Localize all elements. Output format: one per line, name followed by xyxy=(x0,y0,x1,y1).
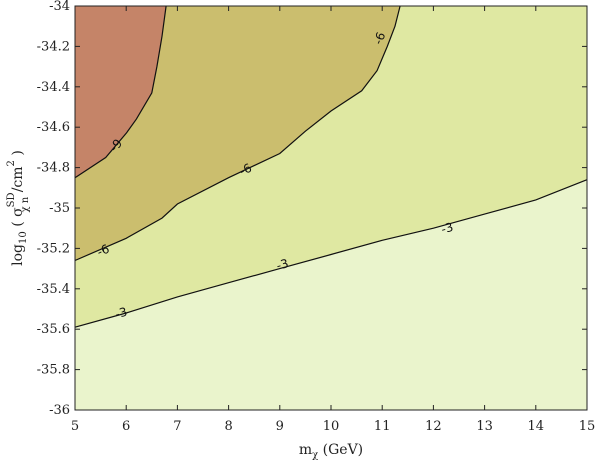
contour-label-group: -3 xyxy=(440,220,455,237)
contour-label: -3 xyxy=(440,220,455,237)
contour-line xyxy=(74,5,401,262)
contour-label-group: -9 xyxy=(107,136,125,154)
y-axis-label-sub2: χ n xyxy=(20,196,31,212)
contour-label-group: -6 xyxy=(237,161,254,179)
x-tick-label: 8 xyxy=(224,419,232,434)
y-axis-ticks: -34 -34.2 -34.4 -34.6 -34.8 -35 -35.2 -35.4 -35.… xyxy=(37,0,587,418)
y-tick-label: -34.6 xyxy=(37,120,70,135)
y-axis-label-pre: log xyxy=(10,244,26,266)
x-tick-label: 5 xyxy=(71,419,79,434)
x-tick-label: 14 xyxy=(528,419,545,434)
x-tick-label: 12 xyxy=(425,419,442,434)
x-axis-label-sub: χ xyxy=(312,450,318,461)
contour-line xyxy=(74,179,588,328)
contour-label-group: -6 xyxy=(371,30,389,46)
x-tick-label: 9 xyxy=(276,419,284,434)
y-tick-label: -35.8 xyxy=(37,363,70,378)
y-tick-label: -34 xyxy=(49,0,70,14)
y-axis-label: log10 ( σSD χ n /cm2 ) xyxy=(6,150,31,266)
x-tick-label: 10 xyxy=(323,419,340,434)
y-axis-label-sup: SD xyxy=(6,192,17,207)
contour-label: -3 xyxy=(275,256,290,273)
contour-label-group: -3 xyxy=(113,305,128,322)
contour-label: -6 xyxy=(371,30,389,46)
contour-lines xyxy=(74,5,588,328)
y-tick-label: -35.4 xyxy=(37,282,70,297)
x-axis-label: mχ (GeV) xyxy=(299,442,363,461)
y-axis-label-mid: ( σ xyxy=(10,207,26,231)
x-tick-label: 15 xyxy=(579,419,596,434)
y-tick-label: -35.6 xyxy=(37,322,70,337)
contour-label: -6 xyxy=(237,161,254,179)
contour-regions xyxy=(75,6,587,410)
y-tick-label: -35.2 xyxy=(37,241,70,256)
x-axis-ticks: 5 6 7 8 9 10 11 12 13 14 15 xyxy=(71,6,595,434)
y-tick-label: -34.4 xyxy=(37,80,70,95)
x-tick-label: 13 xyxy=(476,419,493,434)
y-axis-label-end: ) xyxy=(10,150,26,160)
x-tick-label: 11 xyxy=(374,419,391,434)
x-tick-label: 6 xyxy=(122,419,130,434)
y-axis-label-tail: /cm xyxy=(10,166,26,196)
x-tick-label: 7 xyxy=(173,419,181,434)
region-below-minus9 xyxy=(75,6,167,178)
contour-labels: -3 -3 -3 -6 -6 -6 -9 xyxy=(95,30,455,322)
y-tick-label: -34.8 xyxy=(37,161,70,176)
contour-label-group: -6 xyxy=(95,242,112,260)
contour-label: -3 xyxy=(113,305,128,322)
y-axis-label-sup2: 2 xyxy=(6,160,17,166)
x-axis-label-main: m xyxy=(299,442,312,458)
x-axis-label-rest: (GeV) xyxy=(318,442,363,458)
y-axis-label-sub: 10 xyxy=(18,231,29,244)
contour-label: -6 xyxy=(95,242,112,260)
y-tick-label: -35 xyxy=(49,201,70,216)
contour-label-group: -3 xyxy=(275,256,290,273)
y-tick-label: -36 xyxy=(49,403,70,418)
y-tick-label: -34.2 xyxy=(37,39,70,54)
contour-line xyxy=(74,5,167,179)
